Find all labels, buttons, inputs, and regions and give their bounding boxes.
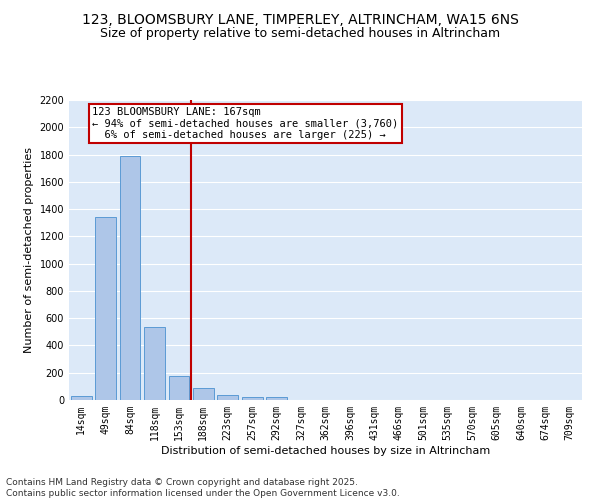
Bar	[119, 156, 140, 400]
Bar	[169, 376, 190, 400]
X-axis label: Distribution of semi-detached houses by size in Altrincham: Distribution of semi-detached houses by …	[161, 446, 490, 456]
Text: Contains HM Land Registry data © Crown copyright and database right 2025.
Contai: Contains HM Land Registry data © Crown c…	[6, 478, 400, 498]
Bar	[242, 396, 263, 400]
Text: Size of property relative to semi-detached houses in Altrincham: Size of property relative to semi-detach…	[100, 28, 500, 40]
Bar	[193, 388, 214, 400]
Bar	[217, 395, 238, 400]
Bar	[71, 396, 92, 400]
Text: 123, BLOOMSBURY LANE, TIMPERLEY, ALTRINCHAM, WA15 6NS: 123, BLOOMSBURY LANE, TIMPERLEY, ALTRINC…	[82, 12, 518, 26]
Bar	[144, 327, 165, 400]
Text: 123 BLOOMSBURY LANE: 167sqm
← 94% of semi-detached houses are smaller (3,760)
  : 123 BLOOMSBURY LANE: 167sqm ← 94% of sem…	[92, 107, 398, 140]
Bar	[95, 218, 116, 400]
Y-axis label: Number of semi-detached properties: Number of semi-detached properties	[24, 147, 34, 353]
Bar	[266, 398, 287, 400]
